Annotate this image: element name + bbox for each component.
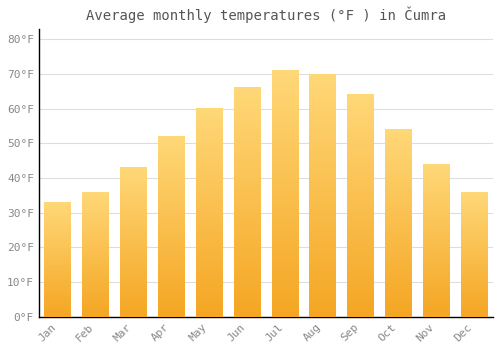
Title: Average monthly temperatures (°F ) in Čumra: Average monthly temperatures (°F ) in Ču… bbox=[86, 7, 446, 23]
